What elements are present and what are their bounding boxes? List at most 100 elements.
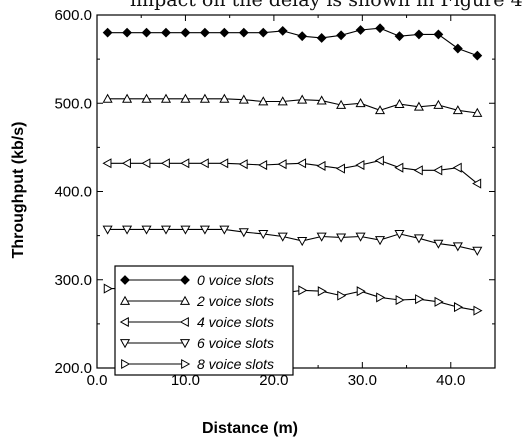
data-point bbox=[122, 27, 132, 38]
data-point bbox=[413, 234, 424, 244]
data-point bbox=[180, 225, 191, 235]
legend-marker-start bbox=[120, 275, 130, 285]
legend-marker-end bbox=[179, 339, 191, 349]
data-point bbox=[453, 302, 464, 313]
data-point bbox=[258, 96, 269, 106]
legend-marker-start bbox=[119, 295, 131, 305]
data-point bbox=[122, 93, 133, 103]
data-point bbox=[238, 94, 249, 104]
data-point bbox=[316, 160, 326, 171]
data-point bbox=[376, 292, 386, 303]
data-point bbox=[375, 23, 385, 34]
data-point bbox=[414, 29, 424, 40]
data-point bbox=[160, 158, 170, 169]
data-point bbox=[121, 158, 131, 169]
series-2 bbox=[102, 155, 482, 189]
y-tick-label: 500.0 bbox=[54, 95, 92, 112]
x-tick-label: 40.0 bbox=[436, 372, 465, 389]
data-point bbox=[413, 165, 423, 176]
data-point bbox=[433, 165, 443, 176]
data-point bbox=[394, 162, 404, 173]
legend-label: 6 voice slots bbox=[197, 335, 274, 351]
data-point bbox=[219, 93, 230, 103]
data-point bbox=[335, 163, 345, 174]
data-point bbox=[374, 155, 384, 166]
data-point bbox=[355, 159, 365, 171]
data-point bbox=[433, 29, 444, 40]
data-point bbox=[336, 233, 347, 243]
data-point bbox=[103, 283, 113, 294]
data-point bbox=[160, 93, 172, 103]
y-tick-label: 200.0 bbox=[54, 360, 92, 377]
data-point bbox=[298, 285, 308, 296]
data-point bbox=[180, 93, 191, 103]
data-point bbox=[473, 305, 483, 316]
data-point bbox=[277, 25, 288, 36]
legend-label: 8 voice slots bbox=[197, 356, 274, 372]
data-point bbox=[258, 159, 268, 171]
data-point bbox=[199, 93, 210, 103]
legend-box bbox=[114, 265, 294, 376]
legend-marker-start bbox=[121, 358, 131, 370]
legend-label: 4 voice slots bbox=[197, 314, 274, 330]
x-tick-label: 0.0 bbox=[87, 372, 108, 389]
data-point bbox=[452, 162, 462, 173]
data-point bbox=[102, 158, 112, 169]
data-point bbox=[452, 105, 463, 115]
data-point bbox=[472, 178, 482, 189]
data-point bbox=[122, 225, 133, 235]
data-point bbox=[316, 33, 327, 43]
y-tick-label: 300.0 bbox=[54, 272, 92, 289]
x-axis-label: Distance (m) bbox=[202, 420, 298, 437]
data-point bbox=[277, 232, 288, 242]
data-point bbox=[199, 158, 209, 169]
series-line bbox=[107, 228, 478, 252]
data-point bbox=[433, 99, 444, 109]
x-tick-label: 10.0 bbox=[171, 372, 200, 389]
data-point bbox=[297, 94, 308, 104]
data-point bbox=[297, 237, 308, 247]
data-point bbox=[472, 107, 483, 117]
data-point bbox=[199, 225, 210, 235]
data-point bbox=[297, 31, 308, 42]
legend-marker-end bbox=[180, 275, 190, 285]
data-point bbox=[238, 159, 248, 170]
legend-label: 0 voice slots bbox=[197, 272, 274, 288]
data-point bbox=[394, 98, 405, 108]
data-point bbox=[180, 27, 191, 38]
legend-marker-start bbox=[119, 316, 129, 328]
data-point bbox=[258, 230, 269, 240]
x-tick-label: 30.0 bbox=[348, 372, 377, 389]
data-point bbox=[238, 27, 249, 38]
data-point bbox=[219, 27, 230, 38]
legend-marker-end bbox=[179, 295, 191, 305]
data-point bbox=[219, 158, 229, 169]
data-point bbox=[336, 99, 347, 109]
data-point bbox=[141, 158, 151, 169]
data-point bbox=[415, 294, 425, 305]
data-point bbox=[258, 27, 269, 38]
data-point bbox=[102, 27, 113, 38]
data-point bbox=[336, 30, 347, 41]
data-point bbox=[161, 27, 171, 38]
data-point bbox=[199, 27, 210, 38]
data-point bbox=[316, 95, 327, 105]
data-point bbox=[395, 294, 405, 306]
y-tick-label: 400.0 bbox=[54, 184, 92, 201]
data-point bbox=[374, 105, 386, 115]
data-point bbox=[394, 230, 405, 240]
data-point bbox=[102, 93, 113, 103]
data-point bbox=[394, 31, 405, 42]
data-point bbox=[160, 225, 172, 235]
data-point bbox=[238, 228, 249, 238]
x-tick-label: 20.0 bbox=[259, 372, 288, 389]
data-point bbox=[452, 43, 463, 54]
y-tick-label: 600.0 bbox=[54, 7, 92, 24]
y-axis-label: Throughput (kb/s) bbox=[10, 122, 27, 259]
series-1 bbox=[102, 93, 483, 117]
series-0 bbox=[102, 23, 483, 61]
data-point bbox=[277, 159, 287, 170]
data-point bbox=[472, 246, 483, 256]
data-point bbox=[452, 242, 463, 252]
